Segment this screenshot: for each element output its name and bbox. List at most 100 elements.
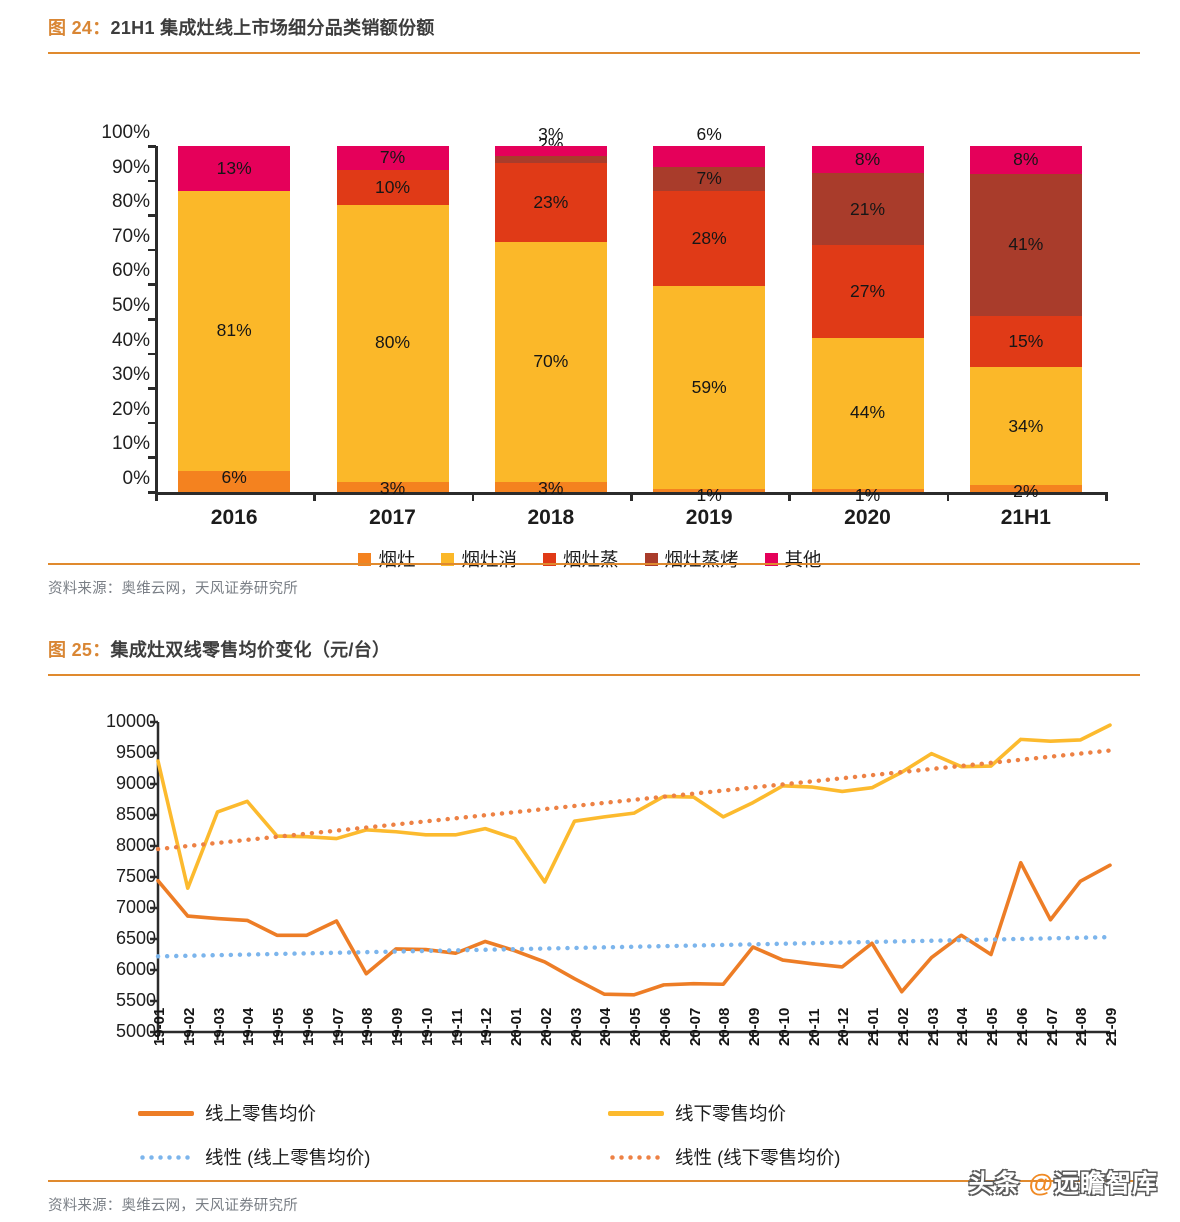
bar-segment[interactable]: 7% <box>653 166 766 191</box>
chart25-trendline-series[interactable] <box>155 934 1113 959</box>
legend-line-icon <box>138 1110 194 1116</box>
chart24-y-tick-label: 20% <box>111 398 150 420</box>
bar-segment[interactable]: 59% <box>653 286 766 489</box>
bar-segment[interactable]: 34% <box>969 367 1082 486</box>
stacked-bar[interactable]: 3% 80% 10% 7% <box>336 146 449 496</box>
chart24-legend-item[interactable]: 烟灶蒸烤 <box>644 546 739 572</box>
bar-segment-label: 23% <box>533 191 569 212</box>
bar-segment[interactable]: 6% <box>653 125 766 167</box>
stacked-bar[interactable]: 1% 44% 27% 21% 8% <box>811 146 924 503</box>
chart24-legend-item[interactable]: 烟灶消 <box>441 546 517 572</box>
bar-segment[interactable]: 2% <box>969 483 1082 500</box>
chart25-y-tick-label: 6000 <box>115 959 156 979</box>
legend-dotted-line-icon <box>608 1154 664 1160</box>
bar-segment[interactable]: 1% <box>653 486 766 503</box>
chart25-line-series[interactable] <box>156 723 1112 890</box>
watermark-name: 远瞻智库 <box>1053 1170 1158 1198</box>
bar-segment-label: 27% <box>849 280 886 301</box>
stacked-bar[interactable]: 6%81%0%13% <box>178 146 291 492</box>
bar-segment[interactable]: 23% <box>494 163 607 242</box>
chart25-legend-item[interactable]: 线性 (线下零售均价) <box>590 1144 1060 1170</box>
bar-segment-label: 8% <box>854 148 881 169</box>
bar-segment[interactable]: 2% <box>494 136 607 164</box>
chart25-legend-item[interactable]: 线下零售均价 <box>590 1100 1060 1126</box>
bar-segment[interactable]: 3% <box>494 479 607 496</box>
bar-segment[interactable]: 80% <box>336 204 449 482</box>
bar-segment[interactable]: 3% <box>336 479 449 496</box>
stacked-bar[interactable]: 1% 59% 28% 7% 6% <box>653 125 766 503</box>
bar-segment[interactable]: 3% <box>494 126 607 157</box>
chart25-x-tick-label: 20-09 <box>746 1007 763 1046</box>
chart25-x-tick-label: 21-02 <box>894 1007 912 1046</box>
chart25-legend-label: 线性 (线上零售均价) <box>205 1147 371 1168</box>
chart24-y-tick-mark <box>148 491 156 494</box>
chart24-y-tick-mark <box>148 145 156 148</box>
chart24-y-tick-label: 40% <box>111 329 150 351</box>
chart24-x-tick-mark <box>788 492 791 501</box>
stacked-bar[interactable]: 3% 70% 23% 2% 3% <box>494 126 607 496</box>
chart25-x-tick-label: 21-03 <box>924 1007 942 1046</box>
chart25-trendline-series[interactable] <box>155 748 1113 852</box>
chart25-y-tick-label: 7000 <box>115 897 156 917</box>
bar-segment[interactable]: 13% <box>178 146 291 191</box>
bar-segment-label: 6% <box>221 467 247 488</box>
bar-segment-label: 7% <box>696 167 722 188</box>
chart25-y-tick-label: 6500 <box>115 928 156 948</box>
chart24-x-tick-label: 2017 <box>369 506 416 529</box>
chart24-legend-item[interactable]: 烟灶 <box>358 546 415 572</box>
figure-24-title-text: 21H1 集成灶线上市场细分品类销额份额 <box>110 18 435 38</box>
bar-segment[interactable]: 81% <box>178 191 291 472</box>
bar-segment[interactable]: 41% <box>969 173 1082 316</box>
bar-segment-label: 81% <box>216 320 252 341</box>
bar-segment-label: 1% <box>696 484 722 505</box>
chart24-x-tick-label: 2020 <box>844 506 891 529</box>
figure-25-block: 图 25：集成灶双线零售均价变化（元/台） <box>0 636 1180 676</box>
bar-segment[interactable]: 8% <box>969 146 1082 174</box>
bar-segment[interactable]: 70% <box>494 241 607 482</box>
figure-25-number: 图 25： <box>48 640 111 660</box>
chart25-legend-item[interactable]: 线上零售均价 <box>120 1100 590 1126</box>
bar-segment-label: 10% <box>374 176 411 197</box>
bar-segment-label: 2% <box>1013 481 1039 502</box>
bar-segment[interactable]: 27% <box>811 245 924 338</box>
chart25-x-tick-label: 20-12 <box>835 1007 853 1046</box>
chart24-y-tick-mark <box>148 214 156 217</box>
bar-segment-label: 3% <box>538 477 564 498</box>
chart25-y-tick-label: 8000 <box>115 835 156 855</box>
chart25-x-tick-label: 20-05 <box>627 1007 644 1046</box>
bar-segment[interactable]: 28% <box>653 190 766 287</box>
bar-segment[interactable]: 6% <box>178 467 291 492</box>
chart25-legend: 线上零售均价 线下零售均价线性 (线上零售均价) 线性 (线下零售均价) <box>0 1100 1180 1170</box>
bar-segment-label: 13% <box>216 157 252 178</box>
chart25-x-tick-label: 19-11 <box>448 1008 466 1046</box>
chart24-y-tick-mark <box>148 318 156 321</box>
bar-segment-label: 41% <box>1008 233 1044 254</box>
bar-segment-label: 3% <box>379 477 406 498</box>
figure-25-source-rule <box>48 1180 1140 1182</box>
stacked-bar[interactable]: 2% 34% 15% 41% 8% <box>969 146 1082 500</box>
bar-segment[interactable]: 8% <box>811 146 924 174</box>
chart24-legend-item[interactable]: 烟灶蒸 <box>542 546 619 572</box>
bar-segment[interactable]: 44% <box>811 337 924 489</box>
chart25-x-tick-label: 19-08 <box>359 1007 377 1046</box>
bar-segment[interactable]: 15% <box>969 315 1082 368</box>
chart24-y-tick-label: 50% <box>111 295 150 316</box>
chart25-x-tick-label: 21-05 <box>984 1007 1001 1046</box>
bar-segment[interactable]: 10% <box>336 170 449 205</box>
chart25-line-series[interactable] <box>156 860 1112 997</box>
bar-segment[interactable]: 1% <box>811 486 924 503</box>
chart25-x-tick-label: 19-09 <box>389 1007 406 1046</box>
bar-segment-label: 34% <box>1008 415 1044 436</box>
bar-segment-label: 1% <box>854 484 881 505</box>
chart24-y-tick-label: 70% <box>111 225 150 247</box>
figure-25-title-rule <box>48 674 1140 676</box>
bar-segment[interactable]: 21% <box>811 173 924 246</box>
bar-segment[interactable]: 7% <box>336 146 449 171</box>
chart24-legend-item[interactable]: 其他 <box>764 546 822 572</box>
chart25-x-tick-label: 19-02 <box>180 1007 198 1046</box>
chart25-y-tick-label: 5500 <box>115 990 156 1010</box>
legend-swatch-icon <box>764 552 778 566</box>
figure-24-chart: 0%10%20%30%40%50%60%70%80%90%100% 6%81%0… <box>0 54 1180 570</box>
chart25-legend-item[interactable]: 线性 (线上零售均价) <box>120 1144 590 1170</box>
